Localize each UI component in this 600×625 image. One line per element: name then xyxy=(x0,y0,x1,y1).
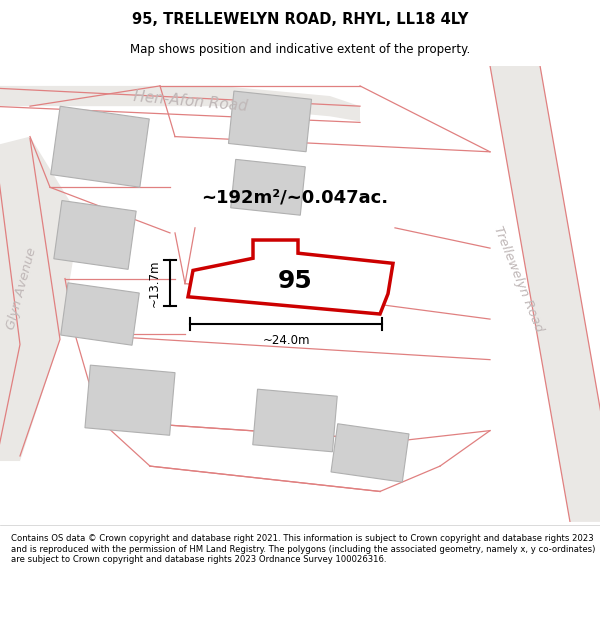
Text: Contains OS data © Crown copyright and database right 2021. This information is : Contains OS data © Crown copyright and d… xyxy=(11,534,595,564)
Text: Map shows position and indicative extent of the property.: Map shows position and indicative extent… xyxy=(130,42,470,56)
Polygon shape xyxy=(61,283,139,345)
Polygon shape xyxy=(51,106,149,188)
Polygon shape xyxy=(0,137,80,461)
Text: ~192m²/~0.047ac.: ~192m²/~0.047ac. xyxy=(202,188,389,206)
Polygon shape xyxy=(0,86,360,121)
Polygon shape xyxy=(54,201,136,269)
Polygon shape xyxy=(188,240,393,314)
Polygon shape xyxy=(490,66,600,522)
Text: Trellewelyn Road: Trellewelyn Road xyxy=(491,224,545,333)
Polygon shape xyxy=(253,389,337,452)
Text: 95: 95 xyxy=(278,269,313,292)
Polygon shape xyxy=(230,159,305,215)
Text: Glyn Avenue: Glyn Avenue xyxy=(5,246,39,331)
Text: Hen-Afon Road: Hen-Afon Road xyxy=(132,89,248,114)
Polygon shape xyxy=(229,91,311,152)
Text: 95, TRELLEWELYN ROAD, RHYL, LL18 4LY: 95, TRELLEWELYN ROAD, RHYL, LL18 4LY xyxy=(132,12,468,27)
Text: ~13.7m: ~13.7m xyxy=(148,259,161,307)
Polygon shape xyxy=(85,365,175,435)
Polygon shape xyxy=(331,424,409,482)
Text: ~24.0m: ~24.0m xyxy=(262,334,310,347)
